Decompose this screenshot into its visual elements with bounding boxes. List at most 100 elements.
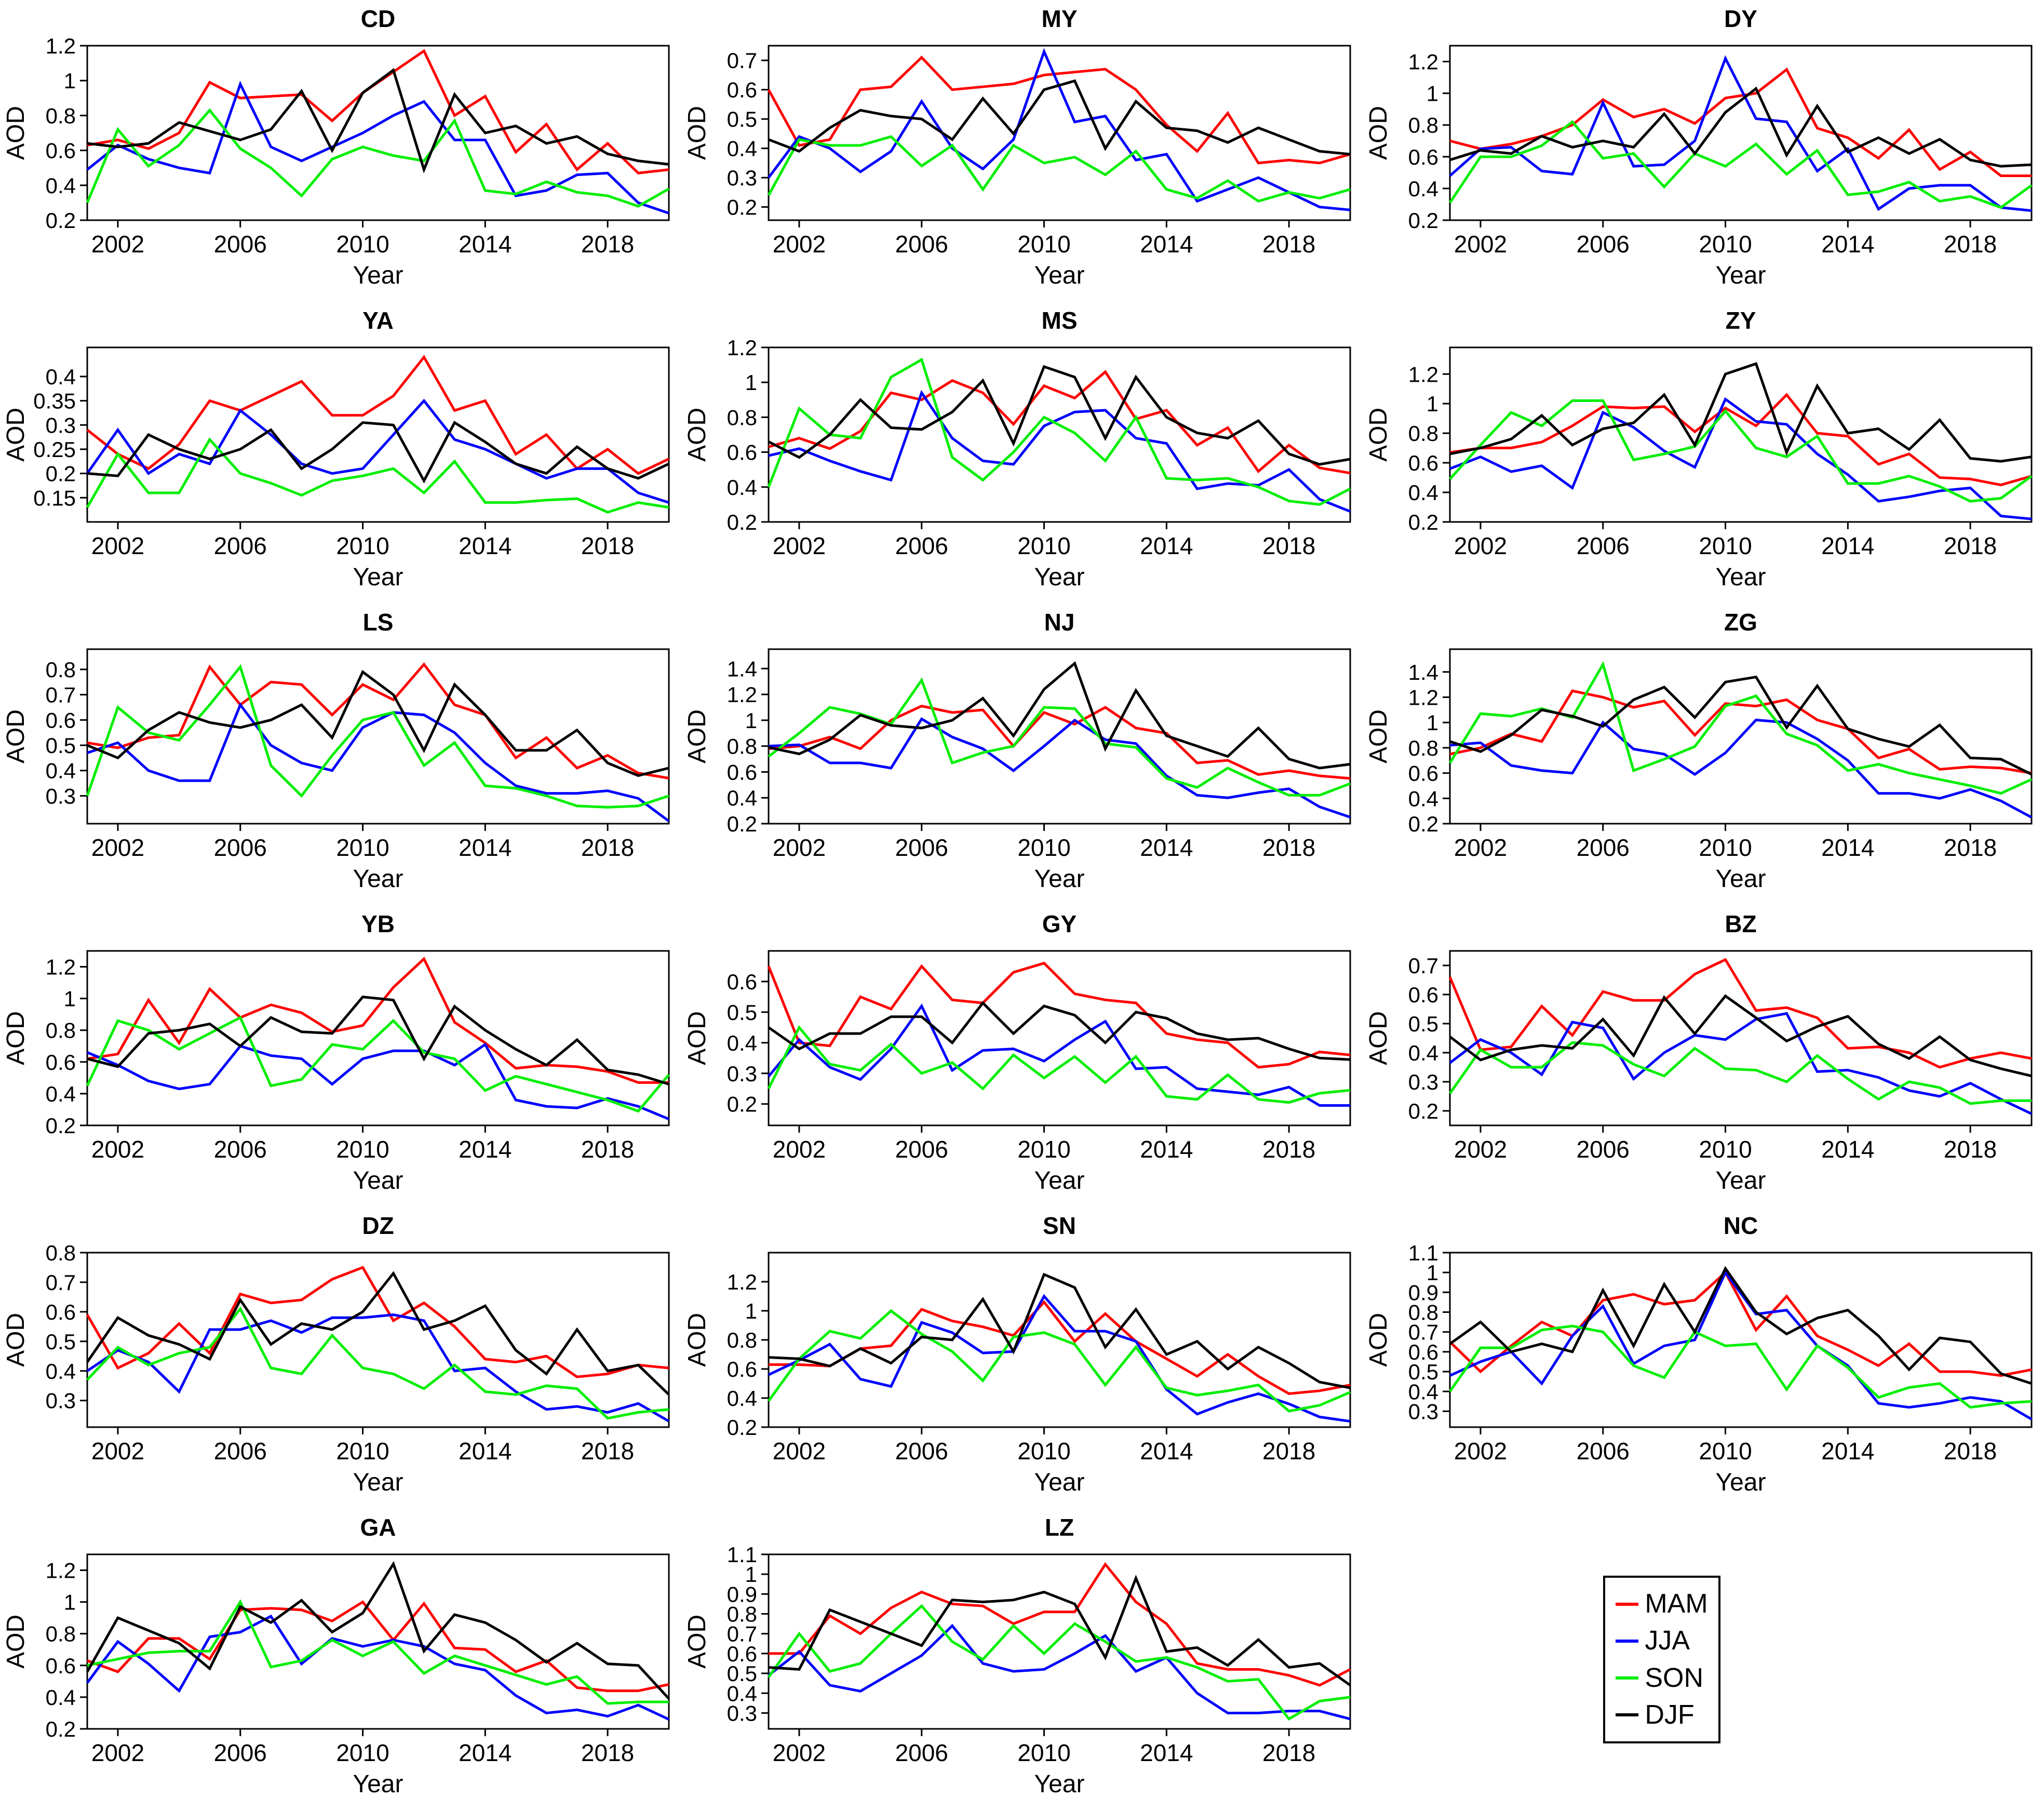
x-tick-label: 2006	[1577, 231, 1630, 258]
chart-panel-ZY: ZY 0.2 0.4 0.6 0.8 1 1.2 2002 2006 2010 2014 2018 Ye…	[1363, 302, 2044, 603]
plot-border	[768, 1553, 1351, 1730]
plot-border	[1449, 950, 2033, 1126]
series-DJF-line	[1449, 675, 2033, 776]
series-DJF-line	[87, 669, 669, 777]
legend-swatch-djf-icon	[1616, 1713, 1639, 1717]
y-tick-label: 0.2	[46, 1717, 76, 1741]
y-tick-label: 0.4	[1408, 480, 1438, 505]
y-tick-label: 0.3	[46, 413, 76, 437]
x-tick-label: 2002	[1454, 532, 1507, 559]
y-tick-label: 0.8	[727, 1328, 757, 1352]
y-axis-label: AOD	[1365, 408, 1392, 462]
plot-border	[1449, 45, 2033, 221]
y-tick-label: 0.4	[727, 137, 757, 161]
x-tick-label: 2014	[459, 231, 512, 258]
x-tick-label: 2002	[91, 1136, 144, 1163]
x-tick-label: 2018	[1262, 1438, 1315, 1465]
y-tick-label: 0.5	[727, 1000, 757, 1025]
x-tick-label: 2002	[1454, 1438, 1507, 1465]
x-tick-label: 2018	[1944, 532, 1997, 559]
x-axis: 2002 2006 2010 2014 2018	[1454, 1125, 1997, 1163]
y-tick-label: 1	[745, 370, 757, 395]
y-tick-label: 0.25	[33, 437, 76, 462]
y-tick-label: 0.6	[46, 708, 76, 732]
series-JJA-line	[86, 80, 669, 214]
y-tick-label: 0.6	[727, 970, 757, 994]
y-tick-label: 0.8	[46, 1241, 76, 1265]
y-axis: 0.150.20.250.30.350.4	[33, 365, 87, 510]
y-tick-label: 0.8	[1408, 1300, 1438, 1325]
chart-panel-YB: YB 0.2 0.4 0.6 0.8 1 1.2 2002 2006 2010 2014 2018 Ye…	[0, 905, 681, 1207]
x-tick-label: 2002	[91, 1739, 144, 1766]
y-tick-label: 1	[745, 1299, 757, 1323]
x-tick-label: 2002	[91, 532, 144, 559]
x-tick-label: 2002	[91, 834, 144, 861]
chart-title: ZG	[1724, 609, 1757, 636]
series-JJA-line	[768, 1294, 1351, 1423]
chart-panel-NC: NC 0.3 0.4 0.5 0.6 0.7 0.8 0.9 1 1.1 2002 2006 2010 2…	[1363, 1207, 2044, 1509]
y-tick-label: 0.4	[46, 1082, 76, 1106]
x-axis-label: Year	[353, 1770, 404, 1798]
x-tick-label: 2018	[1262, 231, 1315, 258]
x-axis-label: Year	[1716, 865, 1766, 893]
plot-border	[768, 346, 1351, 523]
x-tick-label: 2006	[1577, 532, 1630, 559]
y-tick-label: 0.4	[727, 786, 757, 810]
series-JJA-line	[1449, 1012, 2033, 1115]
SN-chart: SN 0.2 0.4 0.6 0.8 1 1.2 2002 2006 2010 2014 2018 Ye…	[683, 1212, 1351, 1496]
x-tick-label: 2006	[214, 532, 267, 559]
y-tick-label: 0.8	[1408, 736, 1438, 760]
series-MAM-line	[1448, 958, 2032, 1069]
DY-chart: DY 0.2 0.4 0.6 0.8 1 1.2 2002 2006 2010 2014 2018 Ye…	[1365, 5, 2033, 289]
series-JJA-line	[1449, 718, 2033, 819]
series-MAM-line	[87, 957, 669, 1084]
y-tick-label: 0.3	[46, 784, 76, 808]
x-tick-label: 2018	[1262, 834, 1315, 861]
chart-panel-CD: CD 0.2 0.4 0.6 0.8 1 1.2 2002 2006 2010 2014 2018 Ye…	[0, 0, 681, 302]
y-tick-label: 0.5	[1408, 1360, 1438, 1384]
series-MAM-line	[87, 49, 669, 174]
plot-border	[86, 1553, 670, 1730]
y-tick-label: 0.3	[727, 166, 757, 190]
y-tick-label: 0.3	[1408, 1070, 1438, 1094]
y-tick-label: 0.7	[727, 48, 757, 73]
y-tick-label: 0.4	[727, 1386, 757, 1411]
chart-panel-MY: MY 0.2 0.3 0.4 0.5 0.6 0.7 2002 2006 2010 2014 2018…	[681, 0, 1363, 302]
x-axis-label: Year	[1034, 1469, 1085, 1496]
series-MAM-line	[769, 1300, 1351, 1395]
y-axis-label: AOD	[2, 709, 30, 763]
y-tick-label: 0.2	[727, 1092, 757, 1117]
chart-title: LZ	[1045, 1514, 1074, 1541]
series-SON-line	[1448, 1041, 2032, 1105]
y-axis-label: AOD	[1365, 106, 1392, 160]
series-DJF-line	[87, 68, 669, 173]
series-DJF-line	[768, 1272, 1351, 1389]
series-SON-line	[86, 437, 669, 514]
series-MAM-line	[768, 370, 1351, 475]
x-tick-label: 2010	[336, 1136, 389, 1163]
legend-swatch-jja-icon	[1616, 1639, 1639, 1643]
series-SON-line	[767, 135, 1351, 203]
x-tick-label: 2018	[581, 532, 634, 559]
plot-border	[1449, 346, 2033, 523]
series-SON-line	[768, 677, 1351, 797]
y-tick-label: 0.5	[46, 1329, 76, 1354]
x-axis-label: Year	[1716, 1469, 1766, 1496]
y-tick-label: 0.8	[46, 1018, 76, 1043]
x-tick-label: 2002	[1454, 1136, 1507, 1163]
series-JJA-line	[87, 1042, 669, 1121]
y-tick-label: 0.6	[727, 1357, 757, 1381]
y-tick-label: 1	[745, 708, 757, 733]
series-DJF-line	[768, 1575, 1351, 1687]
y-tick-label: 0.6	[46, 1050, 76, 1075]
CD-chart: CD 0.2 0.4 0.6 0.8 1 1.2 2002 2006 2010 2014 2018 Ye…	[2, 5, 670, 289]
x-tick-label: 2002	[773, 1136, 826, 1163]
y-tick-label: 0.3	[1408, 1399, 1438, 1423]
y-axis: 0.3 0.4 0.5 0.6 0.7 0.8	[46, 1241, 87, 1413]
x-axis: 2002 2006 2010 2014 2018	[1454, 824, 1997, 861]
y-tick-label: 1.1	[1408, 1241, 1438, 1265]
y-tick-label: 1	[1427, 710, 1438, 735]
x-tick-label: 2018	[1944, 1438, 1997, 1465]
x-axis: 2002 2006 2010 2014 2018	[773, 1729, 1315, 1766]
